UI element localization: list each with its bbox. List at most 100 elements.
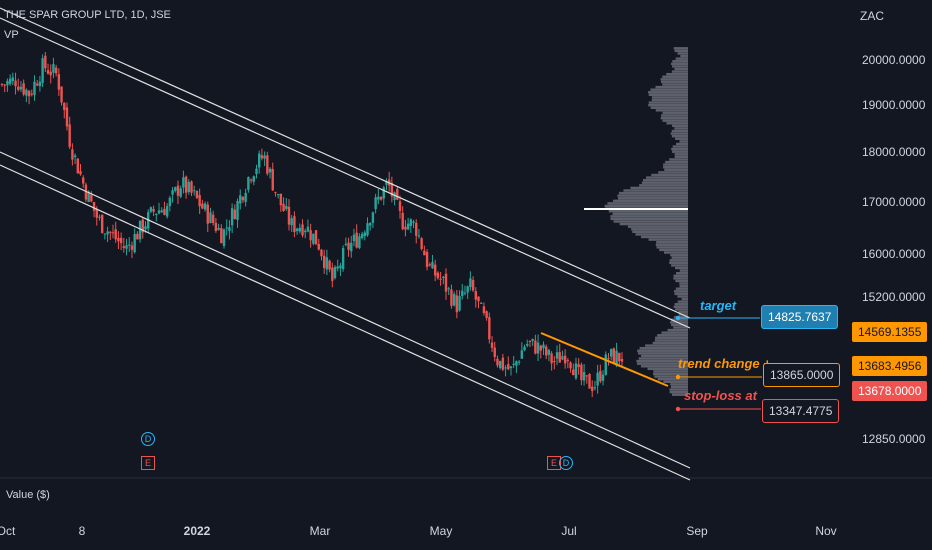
candle-body [341, 248, 345, 270]
volume-profile-bar [663, 380, 688, 383]
candle-body [601, 374, 605, 381]
candle-body [569, 362, 572, 369]
volume-profile-bar [665, 160, 688, 164]
volume-profile-bar [659, 248, 688, 252]
volume-profile-bar [671, 135, 688, 138]
candle-body [320, 249, 323, 257]
candle-body [531, 338, 534, 341]
candle-body [450, 289, 453, 306]
candle-body [534, 340, 537, 354]
candle-body [369, 222, 372, 226]
volume-profile-bar [675, 308, 688, 311]
candle-body [160, 210, 163, 213]
candle-body [279, 193, 283, 206]
candle-body [249, 179, 253, 181]
volume-profile-bar [680, 54, 688, 58]
candle-body [490, 342, 494, 348]
candle-body [331, 267, 334, 281]
candle-body [8, 78, 12, 84]
candle-body [428, 264, 431, 266]
candle-body [225, 227, 228, 229]
candle-body [417, 235, 421, 237]
volume-profile-bar [674, 292, 688, 296]
dividend-marker-2[interactable]: D [559, 456, 573, 470]
trend-change-value[interactable]: 13865.0000 [763, 363, 841, 387]
candle-body [474, 291, 477, 300]
volume-profile-bar [663, 166, 688, 169]
volume-profile-bar [647, 367, 688, 371]
volume-profile-bar [655, 85, 688, 89]
stop-loss-value[interactable]: 13347.4775 [762, 399, 840, 423]
volume-profile-bar [676, 272, 688, 275]
candle-body [165, 206, 169, 217]
volume-profile-bar [669, 390, 688, 394]
candle-body [596, 372, 599, 386]
volume-profile-bar [648, 91, 688, 94]
volume-profile-bar [641, 181, 688, 184]
volume-profile-bar [674, 153, 688, 156]
candle-body [444, 273, 448, 292]
candle-body [544, 346, 548, 356]
volume-profile-bar [632, 230, 688, 234]
candle-body [195, 191, 199, 198]
dividend-marker[interactable]: D [141, 432, 155, 446]
volume-profile-bar [640, 365, 688, 368]
volume-profile-bar [672, 124, 688, 128]
volume-profile-bar [677, 295, 688, 298]
candle-body [54, 67, 58, 74]
volume-profile-bar [660, 116, 688, 120]
candle-body [406, 223, 410, 230]
candle-body [79, 171, 82, 175]
candle-body [563, 355, 567, 364]
volume-profile-bar [654, 339, 688, 342]
candle-body [263, 155, 266, 159]
earnings-marker[interactable]: E [141, 456, 155, 470]
volume-profile-bar [631, 228, 688, 231]
volume-profile-bar [677, 300, 688, 303]
candle-body [35, 83, 39, 86]
candle-body [203, 203, 207, 210]
candle-body [618, 352, 621, 362]
value-pane-label: Value ($) [6, 489, 50, 501]
candle-body [71, 149, 74, 160]
volume-profile-bar [679, 269, 688, 272]
volume-profile-bar [610, 217, 688, 221]
candle-body [30, 93, 33, 95]
candle-body [385, 181, 388, 185]
target-label: target [700, 298, 737, 313]
candle-body [73, 155, 77, 158]
candle-body [276, 194, 280, 196]
candle-body [87, 191, 90, 203]
volume-profile-bar [676, 142, 688, 146]
candle-body [171, 190, 174, 195]
candle-body [447, 288, 450, 290]
candle-body [498, 360, 502, 368]
candle-body [14, 80, 17, 87]
candle-body [187, 181, 191, 192]
volume-profile-bar [669, 261, 688, 265]
candle-body [157, 210, 161, 214]
candle-body [463, 292, 467, 294]
y-tick: 15200.0000 [862, 290, 926, 304]
candle-body [6, 80, 9, 86]
candle-body [239, 195, 242, 204]
price-label-last: 13678.0000 [852, 381, 928, 401]
trend-change-label: trend change + [678, 356, 771, 371]
candle-body [469, 278, 472, 288]
x-tick: 8 [78, 524, 86, 538]
candle-body [103, 233, 107, 235]
candle-body [520, 350, 524, 359]
candle-body [398, 201, 402, 211]
candle-body [431, 261, 434, 269]
volume-profile-bar [671, 393, 688, 396]
volume-profile-bar [637, 362, 688, 365]
volume-profile-bar [617, 194, 688, 197]
candle-body [247, 177, 250, 190]
volume-profile-bar [636, 359, 688, 363]
target-value[interactable]: 14825.7637 [761, 305, 839, 329]
channel-line [0, 164, 691, 481]
y-tick: 19000.0000 [862, 98, 926, 112]
volume-profile-bar [623, 189, 688, 192]
candle-body [176, 185, 180, 196]
